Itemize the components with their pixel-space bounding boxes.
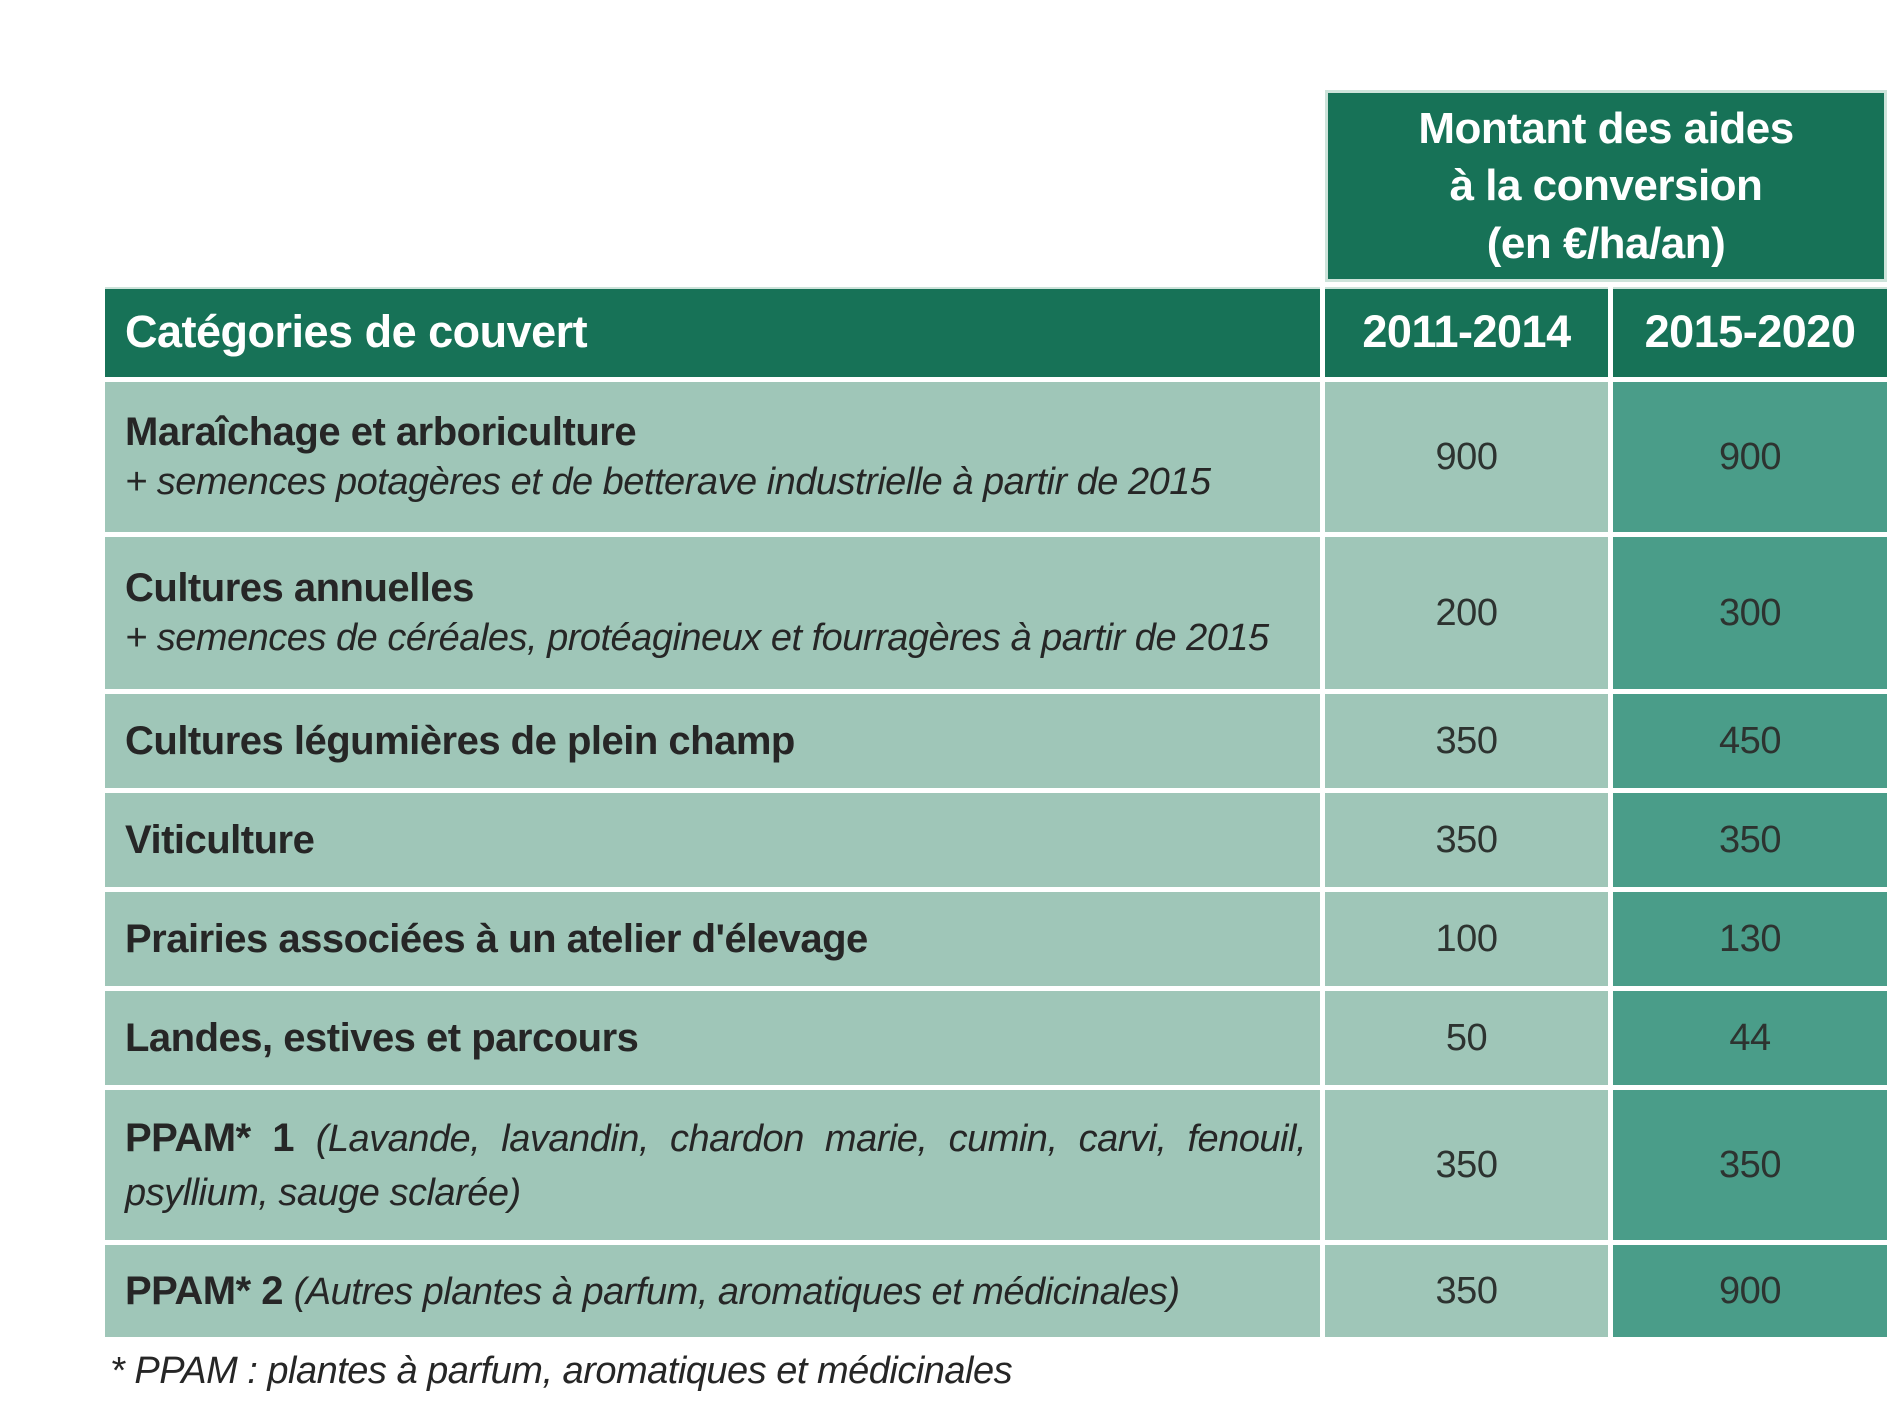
- category-note-inline: (Autres plantes à parfum, aromatiques et…: [293, 1271, 1180, 1313]
- value-2011-2014-cell: 350: [1325, 793, 1608, 887]
- category-note-inline: (Lavande, lavandin, chardon marie, cumin…: [125, 1118, 1307, 1214]
- value-2015-2020-cell: 900: [1613, 1245, 1887, 1337]
- value-2011-2014-cell: 900: [1325, 382, 1608, 532]
- column-header-2011-2014: 2011-2014: [1325, 287, 1608, 377]
- value-2011-2014-cell: 350: [1325, 1090, 1608, 1240]
- ppam-footnote: * PPAM : plantes à parfum, aromatiques e…: [110, 1350, 1013, 1392]
- category-cell: Prairies associées à un atelier d'élevag…: [105, 892, 1320, 986]
- category-label: PPAM* 2: [125, 1269, 294, 1313]
- value-2015-2020-cell: 900: [1613, 382, 1887, 532]
- value-2015-2020-cell: 130: [1613, 892, 1887, 986]
- category-cell: Landes, estives et parcours: [105, 991, 1320, 1085]
- table-title-line-2: à la conversion: [1449, 161, 1763, 211]
- value-2011-2014-cell: 100: [1325, 892, 1608, 986]
- category-cell: Cultures annuelles + semences de céréales…: [105, 537, 1320, 689]
- table-top-left-spacer: [105, 90, 1320, 282]
- category-label: Viticulture: [125, 818, 315, 862]
- value-2011-2014-cell: 350: [1325, 694, 1608, 788]
- category-cell: Cultures légumières de plein champ: [105, 694, 1320, 788]
- value-2011-2014-cell: 200: [1325, 537, 1608, 689]
- category-cell: PPAM* 1 (Lavande, lavandin, chardon mari…: [105, 1090, 1320, 1240]
- value-2015-2020-cell: 300: [1613, 537, 1887, 689]
- value-2015-2020-cell: 350: [1613, 1090, 1887, 1240]
- category-text: PPAM* 2 (Autres plantes à parfum, aromat…: [125, 1264, 1306, 1318]
- value-2011-2014-cell: 350: [1325, 1245, 1608, 1337]
- category-note: + semences de céréales, protéagineux et …: [125, 617, 1269, 660]
- conversion-aid-table: Montant des aides à la conversion (en €/…: [105, 90, 1887, 1337]
- category-text: PPAM* 1 (Lavande, lavandin, chardon mari…: [125, 1111, 1307, 1219]
- table-title-line-3: (en €/ha/an): [1486, 218, 1726, 268]
- table-title: Montant des aides à la conversion (en €/…: [1325, 90, 1887, 282]
- value-2015-2020-cell: 44: [1613, 991, 1887, 1085]
- category-label: Maraîchage et arboriculture: [125, 410, 637, 455]
- category-cell: Maraîchage et arboriculture + semences po…: [105, 382, 1320, 532]
- value-2015-2020-cell: 350: [1613, 793, 1887, 887]
- column-header-2015-2020: 2015-2020: [1613, 287, 1887, 377]
- value-2011-2014-cell: 50: [1325, 991, 1608, 1085]
- category-label: Cultures annuelles: [125, 566, 474, 611]
- category-label: Cultures légumières de plein champ: [125, 719, 795, 763]
- category-cell: PPAM* 2 (Autres plantes à parfum, aromat…: [105, 1245, 1320, 1337]
- category-label: PPAM* 1: [125, 1116, 316, 1160]
- category-label: Prairies associées à un atelier d'élevag…: [125, 917, 868, 961]
- category-cell: Viticulture: [105, 793, 1320, 887]
- column-header-categories: Catégories de couvert: [105, 287, 1320, 377]
- table-title-line-1: Montant des aides: [1418, 104, 1794, 154]
- category-label: Landes, estives et parcours: [125, 1016, 639, 1060]
- category-note: + semences potagères et de betterave ind…: [125, 461, 1211, 504]
- value-2015-2020-cell: 450: [1613, 694, 1887, 788]
